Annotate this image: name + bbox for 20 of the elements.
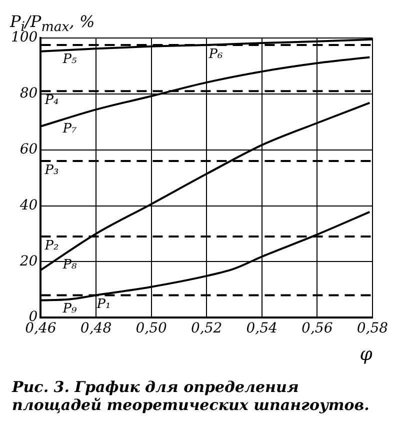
ref-line-label: P₁ — [96, 297, 111, 312]
x-tick-label: 0,56 — [302, 320, 333, 337]
x-tick-label: 0,58 — [356, 320, 388, 337]
x-tick-label: 0,48 — [80, 320, 112, 337]
x-axis-title: φ — [360, 344, 373, 365]
x-tick-label: 0,50 — [136, 320, 167, 337]
ref-line-label: P₄ — [44, 93, 59, 108]
x-tick-label: 0,54 — [246, 320, 278, 337]
y-tick-label: 40 — [18, 197, 38, 214]
series-label: P₅ — [62, 52, 78, 68]
y-tick-label: 20 — [18, 253, 38, 270]
text: Рис. 3. График для определения площадей теоретических шпангоутов. — [10, 378, 370, 414]
y-tick-label: 60 — [20, 141, 38, 158]
ref-line-label: P₂ — [44, 238, 59, 254]
y-tick-label: 80 — [20, 86, 38, 102]
series-label: P₉ — [62, 301, 78, 316]
ref-line-label: P₃ — [44, 162, 59, 178]
x-tick-label: 0,52 — [190, 320, 222, 337]
series-label: P₇ — [62, 122, 78, 137]
ref-line-label: P₆ — [208, 46, 223, 62]
